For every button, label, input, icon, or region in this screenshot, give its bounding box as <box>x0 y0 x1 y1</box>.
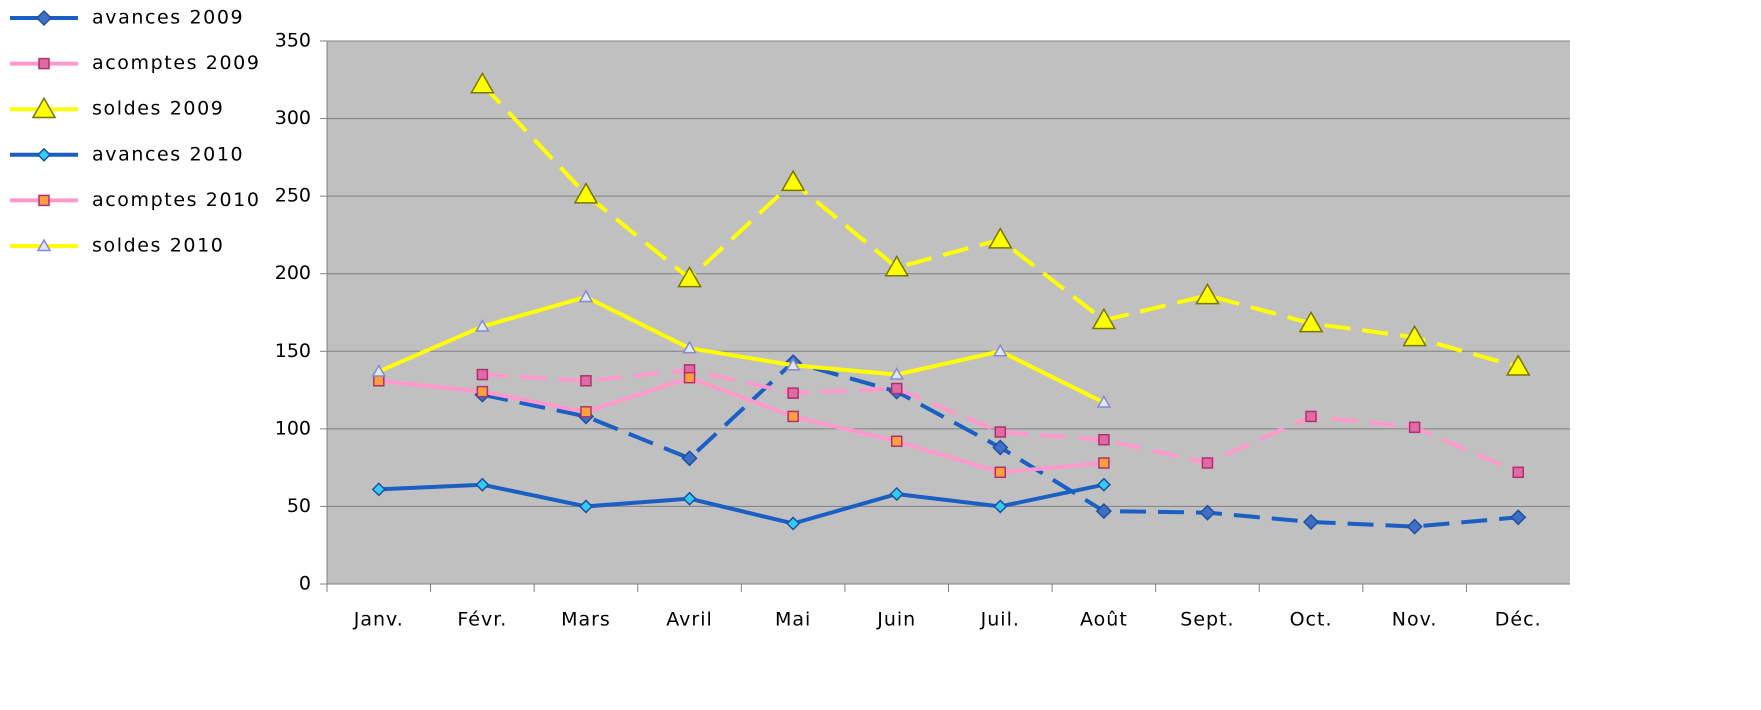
data-point <box>578 289 594 303</box>
data-point <box>994 466 1007 479</box>
data-point <box>1096 477 1111 492</box>
data-point <box>785 357 801 371</box>
y-tick-label: 300 <box>275 107 311 129</box>
data-point <box>373 375 385 387</box>
legend-marker <box>31 96 57 119</box>
legend-label: soldes 2009 <box>92 98 224 120</box>
data-point <box>580 406 592 418</box>
data-point <box>476 385 489 398</box>
data-point <box>889 486 904 502</box>
x-tick-label: Mars <box>561 609 611 631</box>
data-point <box>475 477 490 492</box>
data-point <box>677 265 702 288</box>
x-tick-label: Mai <box>775 609 811 631</box>
legend-label: acomptes 2010 <box>92 189 261 211</box>
data-point <box>889 367 905 380</box>
data-point <box>475 318 490 332</box>
y-tick-label: 100 <box>275 417 311 439</box>
series-line <box>377 294 1105 405</box>
data-point <box>787 387 799 399</box>
x-tick-label: Févr. <box>457 609 507 631</box>
x-tick-label: Juin <box>876 609 916 631</box>
series-line <box>378 375 1105 475</box>
data-point <box>578 499 594 514</box>
y-tick-label: 150 <box>275 340 311 362</box>
x-tick-label: Nov. <box>1392 609 1438 631</box>
y-tick-label: 250 <box>275 185 311 207</box>
legend-label: avances 2010 <box>92 143 244 165</box>
data-point <box>786 516 801 531</box>
y-tick-label: 0 <box>299 573 311 595</box>
data-point <box>1098 433 1110 446</box>
x-tick-label: Déc. <box>1495 609 1542 631</box>
legend-label: acomptes 2009 <box>92 52 261 74</box>
data-point <box>1201 457 1214 469</box>
x-tick-label: Sept. <box>1180 609 1234 631</box>
legend-label: avances 2009 <box>92 7 244 29</box>
data-point <box>890 435 903 448</box>
legend-marker <box>35 9 53 27</box>
legend-marker <box>36 238 52 252</box>
x-tick-label: Avril <box>666 609 713 631</box>
legend-label: soldes 2010 <box>92 235 224 257</box>
legend-marker <box>38 57 50 70</box>
data-point <box>1091 307 1117 330</box>
data-point <box>987 227 1013 249</box>
x-tick-label: Août <box>1080 609 1128 631</box>
data-point <box>993 499 1008 514</box>
data-point <box>580 375 592 387</box>
data-point <box>1302 513 1320 531</box>
data-point <box>371 363 387 377</box>
data-point <box>1408 421 1421 434</box>
data-point <box>1510 509 1527 526</box>
series-line <box>482 367 1520 475</box>
data-point <box>573 182 599 204</box>
plot-area <box>327 41 1570 584</box>
data-point <box>884 254 910 277</box>
data-point <box>1298 310 1324 333</box>
data-point <box>1195 282 1220 305</box>
data-point <box>371 482 386 497</box>
data-point <box>1305 410 1317 423</box>
legend-marker <box>36 147 52 162</box>
series-line <box>378 482 1105 526</box>
data-point <box>1512 466 1524 479</box>
legend-marker <box>38 194 50 207</box>
data-point <box>470 71 495 94</box>
data-point <box>780 169 806 192</box>
data-point <box>1402 324 1427 347</box>
data-point <box>1098 457 1110 469</box>
data-point <box>1095 503 1112 520</box>
data-point <box>1199 504 1216 521</box>
data-point <box>994 426 1007 438</box>
y-tick-label: 50 <box>287 495 311 517</box>
data-point <box>682 491 697 506</box>
data-point <box>992 439 1009 456</box>
data-point <box>992 343 1008 357</box>
data-point <box>1096 394 1112 408</box>
data-point <box>787 410 799 423</box>
x-tick-label: Oct. <box>1290 609 1333 631</box>
y-tick-label: 200 <box>275 262 311 284</box>
data-point <box>1406 518 1423 535</box>
x-tick-label: Janv. <box>353 609 404 631</box>
data-point <box>890 382 903 395</box>
data-point <box>683 371 696 384</box>
data-point <box>681 450 698 467</box>
x-tick-label: Juil. <box>980 609 1020 631</box>
data-point <box>682 340 697 354</box>
data-point <box>476 368 489 381</box>
y-tick-label: 350 <box>275 30 311 52</box>
data-point <box>1505 354 1531 376</box>
